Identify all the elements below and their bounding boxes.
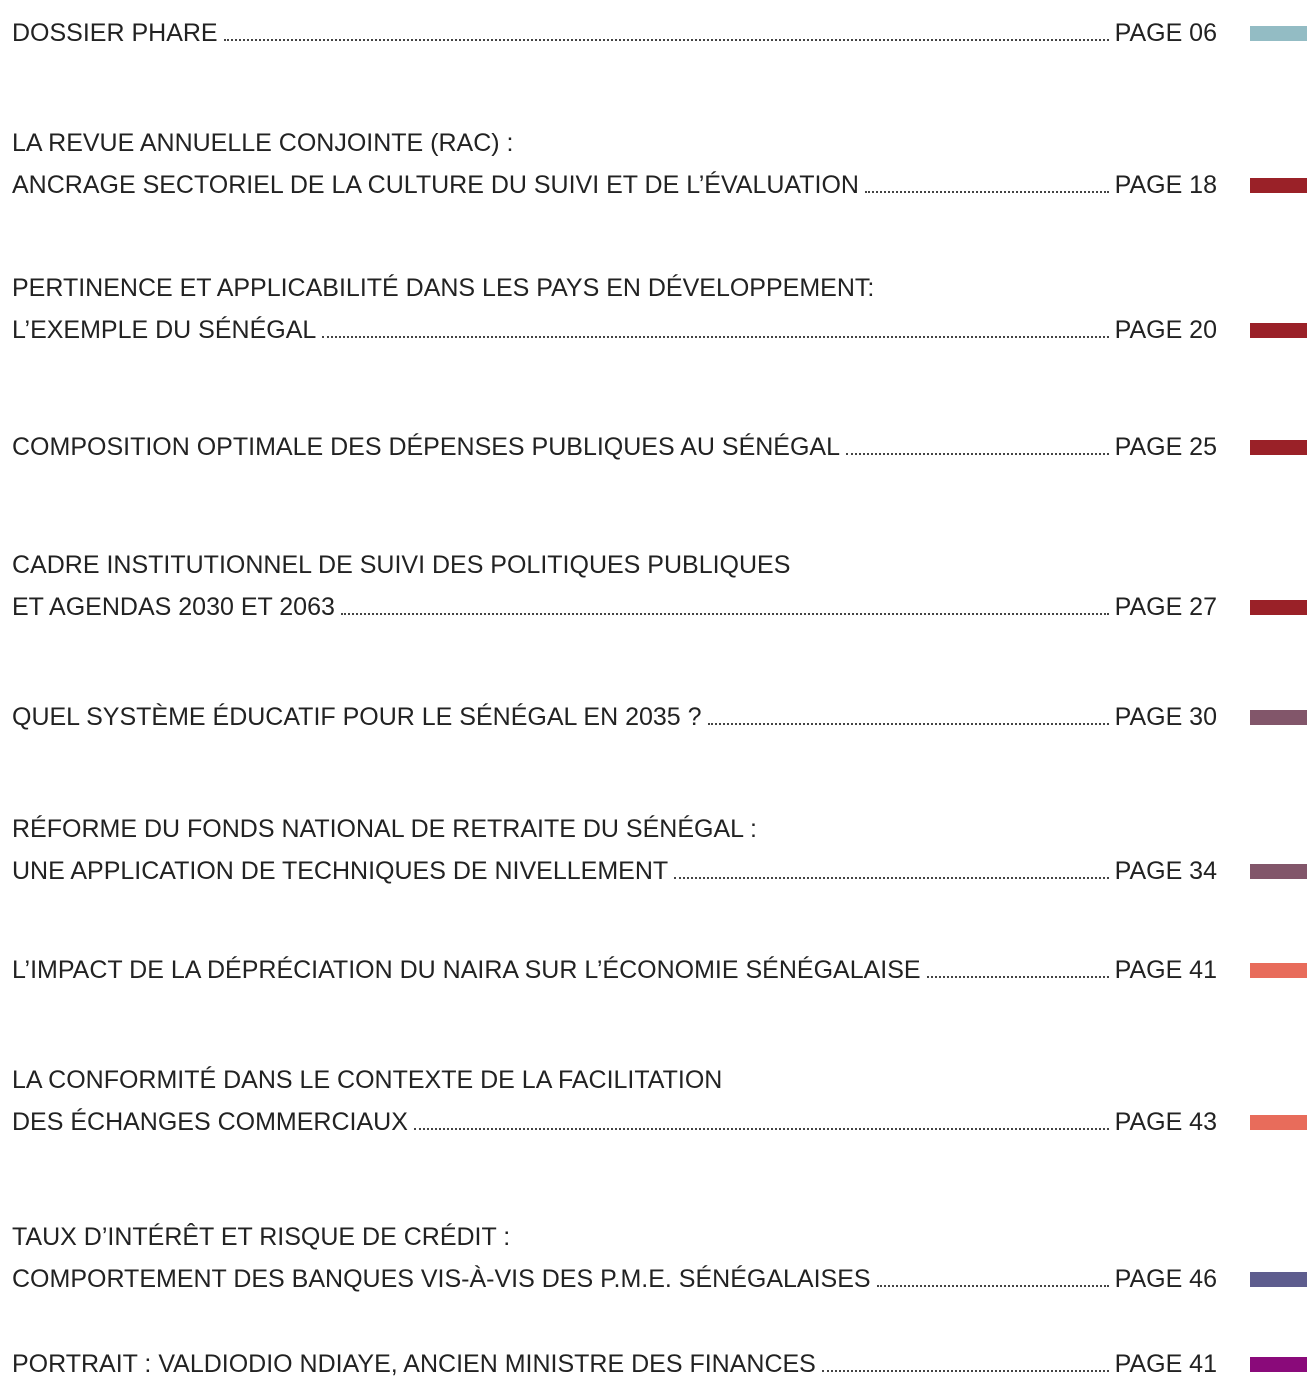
toc-entry: COMPOSITION OPTIMALE DES DÉPENSES PUBLIQ… xyxy=(12,426,1307,468)
entry-title-line: LA REVUE ANNUELLE CONJOINTE (RAC) : xyxy=(12,129,514,157)
entry-title-line: COMPORTEMENT DES BANQUES VIS-À-VIS DES P… xyxy=(12,1265,871,1293)
toc-entry: TAUX D’INTÉRÊT ET RISQUE DE CRÉDIT : COMP… xyxy=(12,1216,1307,1300)
entry-row: L’IMPACT DE LA DÉPRÉCIATION DU NAIRA SUR… xyxy=(12,949,1217,991)
toc-entry: CADRE INSTITUTIONNEL DE SUIVI DES POLITI… xyxy=(12,544,1307,628)
entry-title-line: TAUX D’INTÉRÊT ET RISQUE DE CRÉDIT : xyxy=(12,1223,511,1251)
entry-row: L’EXEMPLE DU SÉNÉGAL PAGE 20 xyxy=(12,309,1217,351)
entry-row: PORTRAIT : VALDIODIO NDIAYE, ANCIEN MINI… xyxy=(12,1343,1217,1385)
entry-row: DOSSIER PHARE PAGE 06 xyxy=(12,12,1217,54)
page-number: PAGE 34 xyxy=(1114,857,1217,885)
color-tab xyxy=(1250,323,1307,338)
dot-leader xyxy=(707,723,1109,725)
dot-leader xyxy=(413,1128,1109,1130)
entry-title-line: LA CONFORMITÉ DANS LE CONTEXTE DE LA FAC… xyxy=(12,1066,723,1094)
entry-row: DES ÉCHANGES COMMERCIAUX PAGE 43 xyxy=(12,1101,1217,1143)
entry-title-line: COMPOSITION OPTIMALE DES DÉPENSES PUBLIQ… xyxy=(12,433,840,461)
entry-title-line: ANCRAGE SECTORIEL DE LA CULTURE DU SUIVI… xyxy=(12,171,859,199)
toc-entry: RÉFORME DU FONDS NATIONAL DE RETRAITE DU… xyxy=(12,808,1307,892)
page-number: PAGE 20 xyxy=(1114,316,1217,344)
entry-title-line: DES ÉCHANGES COMMERCIAUX xyxy=(12,1108,408,1136)
entry-title-line: QUEL SYSTÈME ÉDUCATIF POUR LE SÉNÉGAL EN… xyxy=(12,703,702,731)
entry-row: UNE APPLICATION DE TECHNIQUES DE NIVELLE… xyxy=(12,850,1217,892)
color-tab xyxy=(1250,864,1307,879)
page-number: PAGE 25 xyxy=(1114,433,1217,461)
color-tab xyxy=(1250,1272,1307,1287)
entry-title-line: CADRE INSTITUTIONNEL DE SUIVI DES POLITI… xyxy=(12,551,791,579)
dot-leader xyxy=(926,976,1109,978)
dot-leader xyxy=(340,613,1109,615)
entry-row: COMPORTEMENT DES BANQUES VIS-À-VIS DES P… xyxy=(12,1258,1217,1300)
toc-entry: PORTRAIT : VALDIODIO NDIAYE, ANCIEN MINI… xyxy=(12,1343,1307,1385)
dot-leader xyxy=(322,336,1109,338)
color-tab xyxy=(1250,1115,1307,1130)
dot-leader xyxy=(876,1285,1109,1287)
toc-entry: L’IMPACT DE LA DÉPRÉCIATION DU NAIRA SUR… xyxy=(12,949,1307,991)
toc-entry: PERTINENCE ET APPLICABILITÉ DANS LES PAY… xyxy=(12,267,1307,351)
entry-title-line: UNE APPLICATION DE TECHNIQUES DE NIVELLE… xyxy=(12,857,669,885)
entry-row: COMPOSITION OPTIMALE DES DÉPENSES PUBLIQ… xyxy=(12,426,1217,468)
page-number: PAGE 41 xyxy=(1114,1350,1217,1378)
toc-entry: LA CONFORMITÉ DANS LE CONTEXTE DE LA FAC… xyxy=(12,1059,1307,1143)
color-tab xyxy=(1250,1357,1307,1372)
dot-leader xyxy=(223,39,1109,41)
entry-title-line: ET AGENDAS 2030 ET 2063 xyxy=(12,593,335,621)
page-number: PAGE 30 xyxy=(1114,703,1217,731)
entry-title-line: L’IMPACT DE LA DÉPRÉCIATION DU NAIRA SUR… xyxy=(12,956,921,984)
color-tab xyxy=(1250,710,1307,725)
entry-title-line: DOSSIER PHARE xyxy=(12,19,218,47)
color-tab xyxy=(1250,26,1307,41)
entry-title-line: PORTRAIT : VALDIODIO NDIAYE, ANCIEN MINI… xyxy=(12,1350,816,1378)
entry-title-line: RÉFORME DU FONDS NATIONAL DE RETRAITE DU… xyxy=(12,815,757,843)
entry-title-line: L’EXEMPLE DU SÉNÉGAL xyxy=(12,316,317,344)
toc-entry: LA REVUE ANNUELLE CONJOINTE (RAC) : ANCRA… xyxy=(12,122,1307,206)
color-tab xyxy=(1250,600,1307,615)
page-number: PAGE 18 xyxy=(1114,171,1217,199)
toc-entry: QUEL SYSTÈME ÉDUCATIF POUR LE SÉNÉGAL EN… xyxy=(12,696,1307,738)
entry-row: ANCRAGE SECTORIEL DE LA CULTURE DU SUIVI… xyxy=(12,164,1217,206)
entry-row: ET AGENDAS 2030 ET 2063 PAGE 27 xyxy=(12,586,1217,628)
page-number: PAGE 27 xyxy=(1114,593,1217,621)
toc-entry: DOSSIER PHARE PAGE 06 xyxy=(12,12,1307,54)
dot-leader xyxy=(821,1370,1109,1372)
color-tab xyxy=(1250,440,1307,455)
color-tab xyxy=(1250,963,1307,978)
dot-leader xyxy=(674,877,1109,879)
entry-title-line: PERTINENCE ET APPLICABILITÉ DANS LES PAY… xyxy=(12,274,875,302)
dot-leader xyxy=(846,453,1109,455)
page-number: PAGE 43 xyxy=(1114,1108,1217,1136)
dot-leader xyxy=(864,191,1109,193)
page-number: PAGE 41 xyxy=(1114,956,1217,984)
entry-row: QUEL SYSTÈME ÉDUCATIF POUR LE SÉNÉGAL EN… xyxy=(12,696,1217,738)
page-number: PAGE 06 xyxy=(1114,19,1217,47)
color-tab xyxy=(1250,178,1307,193)
page-number: PAGE 46 xyxy=(1114,1265,1217,1293)
